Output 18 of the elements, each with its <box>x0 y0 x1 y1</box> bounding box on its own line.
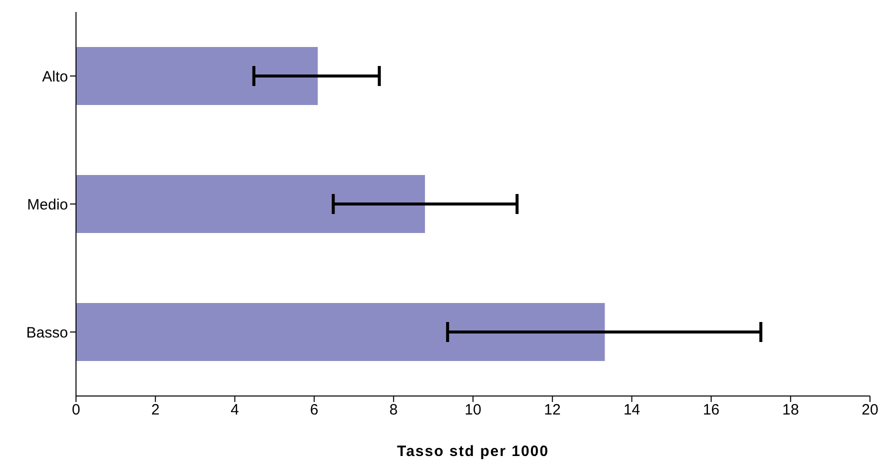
x-tick-label: 2 <box>151 402 160 419</box>
x-axis-title: Tasso std per 1000 <box>397 443 549 460</box>
x-tick-label: 8 <box>389 402 398 419</box>
y-tick-label: Basso <box>26 324 68 342</box>
x-tick-label: 6 <box>310 402 318 419</box>
bar <box>76 175 425 233</box>
x-tick-label: 4 <box>230 402 239 419</box>
x-tick-label: 20 <box>862 402 878 419</box>
x-tick-label: 16 <box>702 402 720 419</box>
bar <box>76 303 605 361</box>
x-tick-label: 18 <box>782 402 799 419</box>
y-tick-label: Alto <box>42 68 68 86</box>
x-tick-label: 10 <box>464 402 482 419</box>
x-tick-label: 0 <box>72 402 80 419</box>
bar <box>76 47 318 105</box>
y-tick-label: Medio <box>27 196 68 214</box>
x-tick-label: 12 <box>544 402 561 419</box>
x-tick-label: 14 <box>623 402 640 419</box>
